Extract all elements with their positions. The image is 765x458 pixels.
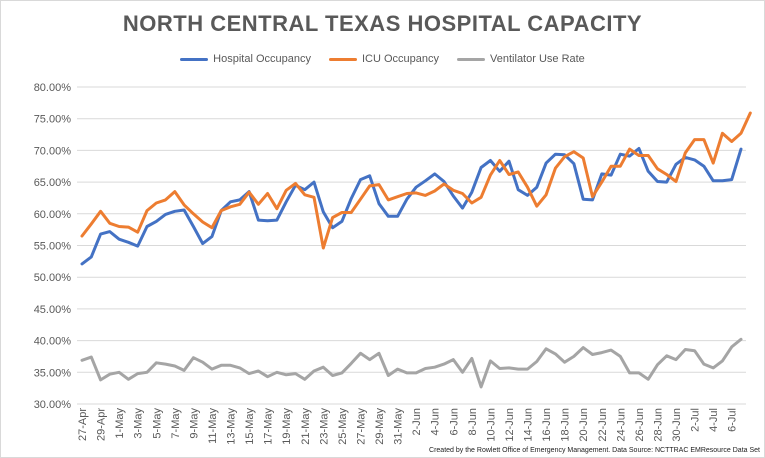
y-tick-label: 55.00% (34, 241, 72, 253)
legend-swatch-hospital (180, 57, 209, 61)
y-tick-label: 30.00% (34, 399, 72, 411)
x-tick-label: 23-May (318, 408, 330, 445)
x-tick-label: 16-Jun (541, 408, 553, 442)
x-tick-label: 17-May (263, 408, 275, 445)
x-tick-label: 18-Jun (560, 408, 572, 442)
y-tick-label: 80.00% (34, 82, 72, 94)
x-tick-label: 8-Jun (467, 408, 479, 436)
legend: Hospital Occupancy ICU Occupancy Ventila… (1, 53, 764, 65)
x-tick-label: 24-Jun (615, 408, 627, 442)
x-tick-label: 25-May (337, 408, 349, 445)
x-tick-label: 27-May (355, 408, 367, 445)
x-tick-label: 22-Jun (597, 408, 609, 442)
y-tick-label: 45.00% (34, 304, 72, 316)
x-tick-label: 4-Jun (430, 408, 442, 436)
chart-title: NORTH CENTRAL TEXAS HOSPITAL CAPACITY (122, 11, 643, 36)
x-tick-label: 11-May (207, 408, 219, 444)
x-tick-label: 26-Jun (634, 408, 646, 442)
y-tick-label: 60.00% (34, 209, 72, 221)
x-tick-label: 21-May (300, 408, 312, 445)
x-tick-label: 30-Jun (671, 408, 683, 442)
legend-swatch-ventilator (457, 57, 486, 61)
y-tick-label: 40.00% (34, 336, 72, 348)
x-tick-label: 19-May (281, 408, 293, 445)
legend-label-hospital: Hospital Occupancy (213, 53, 311, 65)
x-tick-label: 3-May (133, 408, 145, 439)
legend-label-icu: ICU Occupancy (362, 53, 440, 65)
x-tick-label: 29-May (374, 408, 386, 445)
hospital-occupancy-line (80, 147, 743, 266)
x-tick-label: 2-Jun (411, 408, 423, 436)
x-tick-label: 12-Jun (504, 408, 516, 442)
legend-swatch-icu (329, 57, 357, 61)
ventilator-use-line (80, 337, 743, 389)
legend-item-ventilator: Ventilator Use Rate (457, 53, 585, 65)
x-tick-label: 9-May (188, 408, 200, 439)
x-tick-label: 28-Jun (652, 408, 664, 442)
y-tick-label: 50.00% (34, 272, 72, 284)
x-tick-label: 1-May (114, 408, 126, 439)
x-tick-label: 10-Jun (485, 408, 497, 442)
x-tick-label: 6-Jun (448, 408, 460, 436)
legend-label-ventilator: Ventilator Use Rate (490, 53, 585, 65)
x-tick-label: 27-Apr (77, 408, 89, 441)
icu-occupancy-line (80, 111, 752, 250)
y-tick-label: 70.00% (34, 145, 72, 157)
y-tick-label: 65.00% (34, 177, 72, 189)
x-tick-label: 20-Jun (578, 408, 590, 442)
x-tick-label: 4-Jul (708, 408, 720, 432)
source-note: Created by the Rowlett Office of Emergen… (429, 447, 760, 454)
y-tick-label: 75.00% (34, 114, 72, 126)
legend-item-hospital: Hospital Occupancy (180, 53, 311, 65)
x-tick-label: 31-May (393, 408, 405, 445)
legend-item-icu: ICU Occupancy (329, 53, 439, 65)
x-tick-label: 6-Jul (727, 408, 739, 432)
x-tick-label: 2-Jul (690, 408, 702, 432)
x-tick-label: 14-Jun (523, 408, 535, 442)
x-tick-label: 15-May (244, 408, 256, 445)
x-tick-label: 29-Apr (96, 408, 108, 441)
x-tick-label: 7-May (170, 408, 182, 439)
y-tick-label: 35.00% (34, 367, 72, 379)
x-tick-label: 13-May (226, 408, 238, 445)
x-tick-label: 5-May (151, 408, 163, 439)
